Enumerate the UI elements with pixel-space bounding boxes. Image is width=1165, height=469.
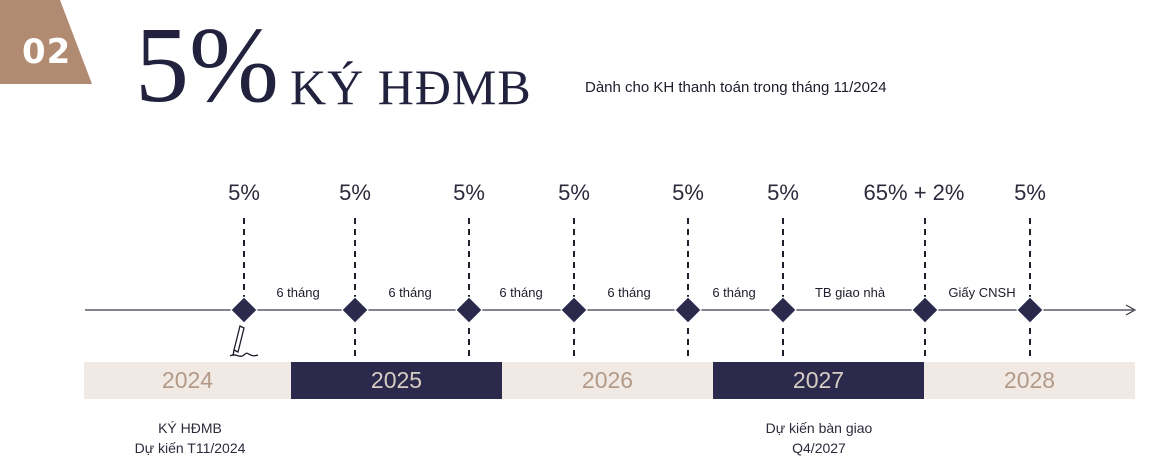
signature-pen-icon xyxy=(229,325,259,357)
year-block: 2025 xyxy=(291,362,502,399)
interval-label: 6 tháng xyxy=(388,285,432,300)
year-block: 2028 xyxy=(924,362,1135,399)
milestone-percent: 5% xyxy=(453,180,485,205)
sign-note-date: Dự kiến T11/2024 xyxy=(134,440,246,456)
milestone-percent: 5% xyxy=(672,180,704,205)
headline-percent: 5% xyxy=(135,6,279,125)
milestone-marker xyxy=(1016,296,1044,324)
milestone-marker xyxy=(560,296,588,324)
headline-title: KÝ HĐMB xyxy=(290,59,532,115)
milestone-percent: 5% xyxy=(228,180,260,205)
sign-note-title: KÝ HĐMB xyxy=(158,420,222,436)
handover-note: Dự kiến bàn giao Q4/2027 xyxy=(766,418,873,458)
milestone-marker xyxy=(230,296,258,324)
milestone-marker xyxy=(769,296,797,324)
handover-note-date: Q4/2027 xyxy=(792,440,846,456)
year-block: 2024 xyxy=(84,362,291,399)
milestone-marker xyxy=(455,296,483,324)
year-block: 2027 xyxy=(713,362,924,399)
section-number: 02 xyxy=(22,32,72,72)
milestone-percent: 5% xyxy=(767,180,799,205)
interval-label: 6 tháng xyxy=(499,285,543,300)
milestone-marker xyxy=(911,296,939,324)
handover-note-title: Dự kiến bàn giao xyxy=(765,420,873,436)
milestone-percent: 5% xyxy=(339,180,371,205)
sign-note: KÝ HĐMB Dự kiến T11/2024 xyxy=(135,418,246,458)
interval-label: 6 tháng xyxy=(712,285,756,300)
interval-label: 6 tháng xyxy=(607,285,651,300)
interval-label: TB giao nhà xyxy=(814,285,886,300)
arrow-right-icon xyxy=(1125,304,1137,316)
milestone-percent: 5% xyxy=(558,180,590,205)
milestone-marker xyxy=(674,296,702,324)
interval-label: 6 tháng xyxy=(276,285,320,300)
milestone-percent: 65% + 2% xyxy=(863,180,965,205)
year-block: 2026 xyxy=(502,362,713,399)
milestone-marker xyxy=(341,296,369,324)
headline-subtitle: Dành cho KH thanh toán trong tháng 11/20… xyxy=(585,79,887,96)
corner-badge xyxy=(0,0,92,84)
milestone-percent: 5% xyxy=(1014,180,1046,205)
interval-label: Giấy CNSH xyxy=(948,285,1016,300)
